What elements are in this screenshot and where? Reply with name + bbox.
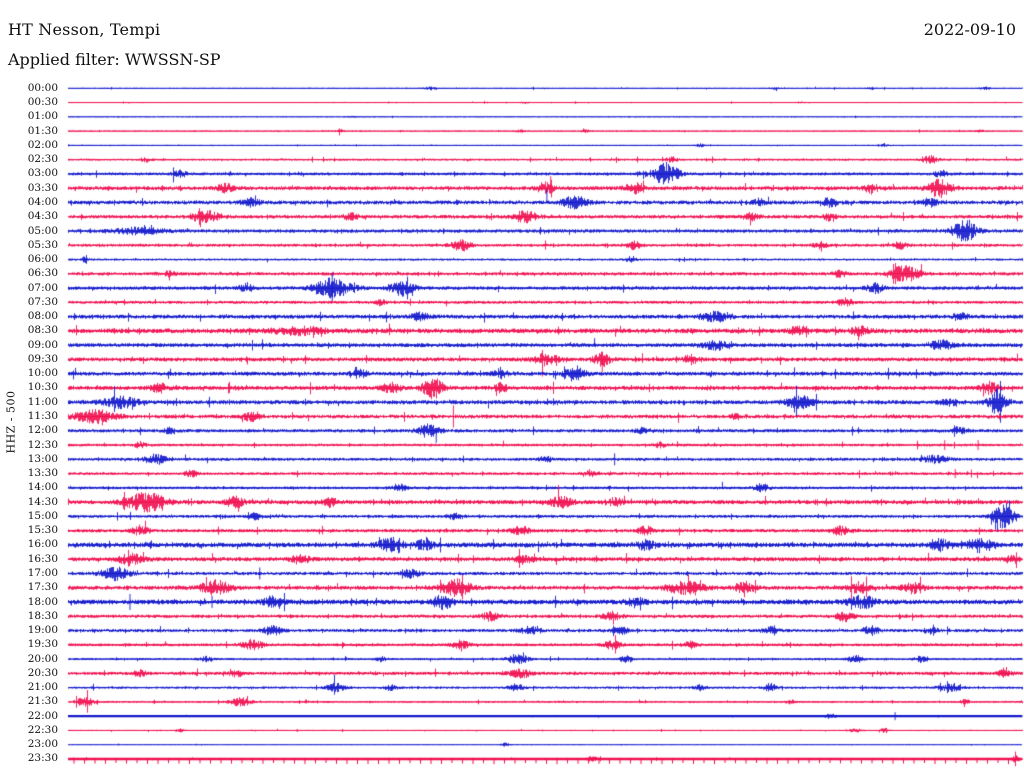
trace-time-label: 05:00 [27, 224, 58, 237]
trace-time-label: 00:30 [27, 96, 58, 109]
trace-time-label: 19:30 [27, 638, 58, 651]
trace-time-label: 23:30 [27, 752, 58, 765]
trace-time-label: 09:00 [27, 338, 58, 351]
trace-time-label: 07:30 [27, 295, 58, 308]
trace-time-label: 01:00 [27, 110, 58, 123]
trace-time-label: 12:00 [27, 424, 58, 437]
trace-time-label: 06:00 [27, 253, 58, 266]
trace-time-label: 14:30 [27, 495, 58, 508]
trace-time-label: 22:00 [27, 709, 58, 722]
trace-time-label: 09:30 [27, 352, 58, 365]
trace-time-label: 03:00 [27, 167, 58, 180]
trace-time-label: 04:00 [27, 195, 58, 208]
trace-time-label: 08:00 [27, 310, 58, 323]
trace-time-label: 10:00 [27, 367, 58, 380]
trace-time-label: 07:00 [27, 281, 58, 294]
trace-time-label: 15:30 [27, 524, 58, 537]
trace-time-label: 16:00 [27, 538, 58, 551]
trace-time-label: 03:30 [27, 181, 58, 194]
trace-time-label: 21:30 [27, 695, 58, 708]
trace-time-label: 15:00 [27, 509, 58, 522]
trace-time-label: 18:00 [27, 595, 58, 608]
trace-time-label: 20:30 [27, 666, 58, 679]
trace-time-label: 14:00 [27, 481, 58, 494]
trace-time-label: 12:30 [27, 438, 58, 451]
trace-time-label: 06:30 [27, 267, 58, 280]
trace-time-label: 22:30 [27, 723, 58, 736]
trace-time-label: 16:30 [27, 552, 58, 565]
trace-time-label: 01:30 [27, 124, 58, 137]
trace-time-label: 02:30 [27, 153, 58, 166]
trace-time-label: 17:00 [27, 566, 58, 579]
trace-time-label: 02:00 [27, 138, 58, 151]
trace-time-label: 11:30 [27, 410, 58, 422]
trace-time-label: 23:00 [27, 738, 58, 751]
trace-time-label: 04:30 [27, 210, 58, 223]
trace-time-label: 20:00 [27, 652, 58, 665]
trace-time-label: 00:00 [27, 81, 58, 94]
trace-time-label: 19:00 [27, 624, 58, 637]
trace-time-label: 08:30 [27, 324, 58, 337]
trace-time-label: 13:30 [27, 467, 58, 480]
trace-time-label: 13:00 [27, 452, 58, 465]
trace-time-label: 18:30 [27, 609, 58, 622]
trace-time-label: 11:00 [27, 395, 58, 408]
trace-time-label: 05:30 [27, 238, 58, 251]
trace-time-label: 21:00 [27, 681, 58, 694]
trace-time-label: 10:30 [27, 381, 58, 394]
trace-time-label: 17:30 [27, 581, 58, 594]
